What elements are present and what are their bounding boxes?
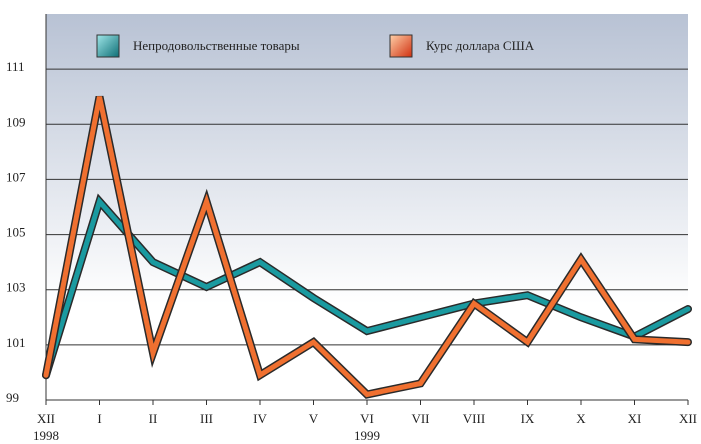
plot-area: [46, 14, 688, 400]
x-tick-label: VI: [360, 411, 374, 426]
series-line: [43, 196, 691, 378]
y-tick-label: 101: [6, 335, 26, 350]
x-tick-label: XII: [679, 411, 697, 426]
x-tick-label: IX: [521, 411, 535, 426]
x-tick-label: VIII: [463, 411, 485, 426]
x-tick-label: XI: [628, 411, 642, 426]
year-label: 1998: [33, 428, 59, 443]
legend-label: Курс доллара США: [426, 38, 535, 53]
x-tick-label: V: [309, 411, 319, 426]
x-tick-label: IV: [253, 411, 267, 426]
y-tick-label: 109: [6, 114, 26, 129]
x-tick-label: II: [149, 411, 158, 426]
legend-swatch: [389, 34, 413, 58]
y-tick-label: 105: [6, 225, 26, 240]
year-label: 1999: [354, 428, 380, 443]
x-tick-label: III: [200, 411, 213, 426]
x-tick-label: XII: [37, 411, 55, 426]
y-tick-label: 111: [6, 59, 25, 74]
series-line: [43, 96, 691, 398]
legend-swatch: [96, 34, 120, 58]
x-tick-label: VII: [411, 411, 429, 426]
y-tick-label: 99: [6, 390, 19, 405]
y-tick-label: 107: [6, 169, 26, 184]
x-tick-label: I: [97, 411, 101, 426]
legend-label: Непродовольственные товары: [133, 38, 300, 53]
y-tick-label: 103: [6, 280, 26, 295]
x-tick-label: X: [576, 411, 586, 426]
